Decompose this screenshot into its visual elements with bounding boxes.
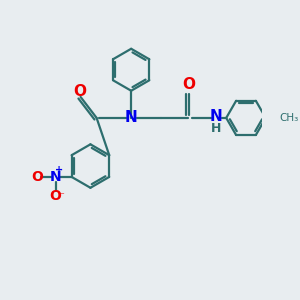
Text: CH₃: CH₃ (280, 113, 299, 123)
Text: N: N (210, 109, 223, 124)
Text: +: + (55, 165, 63, 175)
Text: O: O (32, 170, 44, 184)
Text: O: O (183, 77, 196, 92)
Text: H: H (211, 122, 221, 135)
Text: N: N (125, 110, 137, 125)
Text: N: N (50, 170, 62, 184)
Text: O: O (73, 84, 86, 99)
Text: ⁻: ⁻ (58, 192, 64, 202)
Text: O: O (50, 189, 61, 203)
